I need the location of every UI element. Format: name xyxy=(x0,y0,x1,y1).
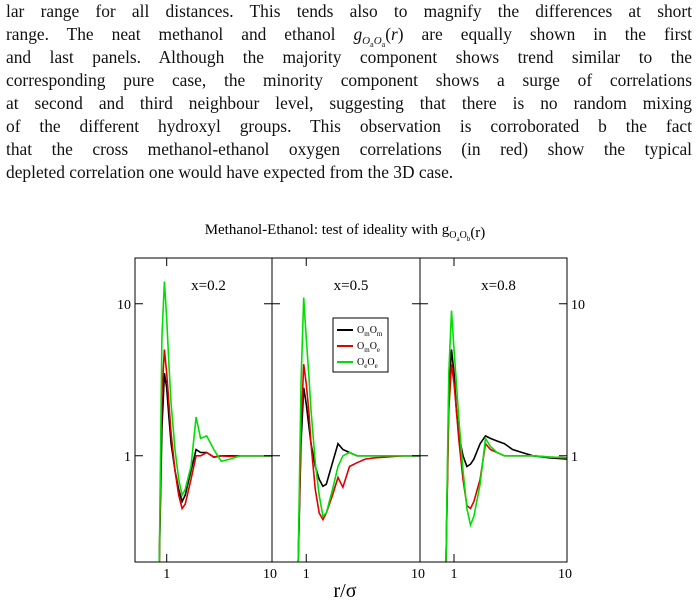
series-line xyxy=(445,349,567,562)
text-line: at second and third neighbour level, sug… xyxy=(6,93,692,113)
paragraph: lar range for all distances. This tends … xyxy=(6,0,692,184)
text-line: lar range for all distances. This tends … xyxy=(6,1,692,21)
legend-label: OmOm xyxy=(357,325,383,338)
text-line: and last panels. Although the majority c… xyxy=(6,47,692,67)
math: O xyxy=(373,35,382,48)
x-tick-label: 1 xyxy=(451,567,458,582)
panel-annotation: x=0.5 xyxy=(334,278,369,294)
x-tick-label: 10 xyxy=(558,567,572,582)
series-line xyxy=(445,364,567,562)
math: ) xyxy=(397,24,404,44)
text: are equally shown in the first xyxy=(421,24,692,44)
panel-frame xyxy=(134,257,273,563)
y-tick-label: 10 xyxy=(571,298,585,313)
math: a xyxy=(381,40,386,50)
legend-label: OmOe xyxy=(357,341,380,354)
math: O xyxy=(362,35,371,48)
math: g xyxy=(353,24,363,44)
y-tick-label: 1 xyxy=(124,450,131,465)
figure-title: Methanol-Ethanol: test of ideality with … xyxy=(205,222,486,243)
panel-annotation: x=0.2 xyxy=(191,278,226,294)
panel-frame xyxy=(419,257,568,563)
title-sub: O xyxy=(449,230,456,241)
math: ( xyxy=(385,24,391,44)
title-sub: a xyxy=(456,235,460,243)
title-text: (r) xyxy=(470,225,485,241)
title-text: Methanol-Ethanol: test of ideality with … xyxy=(205,222,450,238)
title-sub: b xyxy=(467,235,471,243)
math: a xyxy=(370,40,374,50)
y-tick-label: 1 xyxy=(571,450,578,465)
panel-annotation: x=0.8 xyxy=(481,278,516,294)
text-line: range. The neat methanol and ethanol gOa… xyxy=(6,23,692,50)
legend-label: OeOe xyxy=(357,357,378,370)
text-line: corresponding pure case, the minority co… xyxy=(6,70,692,90)
series-line xyxy=(158,372,272,562)
figure: Methanol-Ethanol: test of ideality with … xyxy=(117,222,585,602)
text-line: depleted correlation one would have expe… xyxy=(6,162,454,182)
series-line xyxy=(158,281,272,562)
text: range. The neat methanol and ethanol xyxy=(6,24,336,44)
text-line: that the cross methanol-ethanol oxygen c… xyxy=(6,139,692,159)
text-line: of the different hydroxyl groups. This o… xyxy=(6,116,692,136)
series-line xyxy=(297,364,420,562)
math: r xyxy=(391,24,398,44)
y-tick-label: 10 xyxy=(117,298,131,313)
x-axis-label: r/σ xyxy=(334,580,357,602)
series-line xyxy=(158,349,272,562)
x-tick-label: 1 xyxy=(303,567,310,582)
x-tick-label: 1 xyxy=(163,567,170,582)
x-tick-label: 10 xyxy=(263,567,277,582)
series-line xyxy=(445,310,567,562)
x-tick-label: 10 xyxy=(411,567,425,582)
series-line xyxy=(297,297,420,562)
panel-frame xyxy=(271,257,421,563)
title-sub: O xyxy=(460,230,467,241)
